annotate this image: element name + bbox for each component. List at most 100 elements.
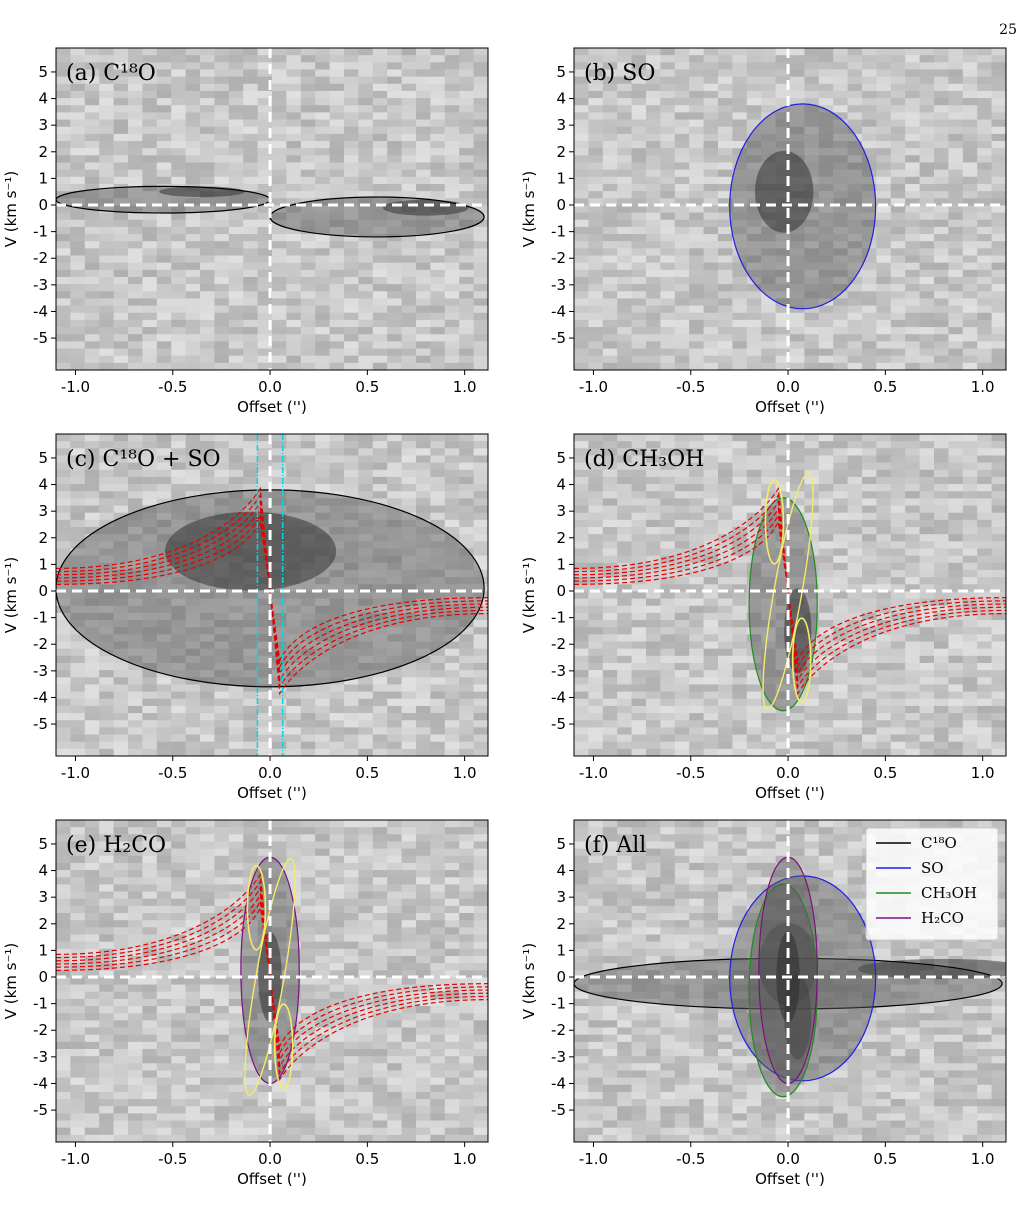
x-tick-label: 0.5 — [355, 764, 379, 782]
y-tick-label: -5 — [551, 1101, 566, 1119]
y-tick-label: 5 — [556, 835, 566, 853]
y-tick-label: -2 — [33, 1021, 48, 1039]
x-tick-label: 0.0 — [776, 764, 800, 782]
keplerian-contour — [244, 858, 296, 1096]
plot-area — [574, 434, 1006, 756]
legend: C¹⁸O SO CH₃OH H₂CO — [865, 827, 999, 941]
emission-peak-SO — [754, 150, 814, 233]
y-tick-label: -5 — [33, 329, 48, 347]
panel-title: (e) H₂CO — [66, 833, 166, 858]
x-tick-label: 0.5 — [873, 764, 897, 782]
keplerian-contours — [244, 858, 296, 1096]
panel-c: -1.0 -0.5 0.0 0.5 1.0 5 4 3 2 1 0 -1 -2 -3 -4 -5 Offset … — [2, 433, 489, 802]
y-tick-label: -2 — [551, 1021, 566, 1039]
contour-SO — [729, 103, 877, 310]
y-tick-label: 0 — [38, 582, 48, 600]
panel-d: -1.0 -0.5 0.0 0.5 1.0 5 4 3 2 1 0 -1 -2 -3 -4 -5 Offset … — [520, 433, 1007, 802]
contour-CH3OH — [748, 497, 818, 712]
y-axis-label: V (km s⁻¹) — [520, 171, 538, 248]
axes-frame — [573, 433, 1007, 757]
keplerian-contour — [791, 617, 812, 703]
x-tick-label: -0.5 — [676, 764, 705, 782]
x-tick-label: 0.0 — [258, 764, 282, 782]
y-tick-label: -4 — [33, 688, 48, 706]
plot-area — [56, 820, 488, 1142]
y-tick-label: -5 — [551, 329, 566, 347]
x-tick-label: 0.0 — [776, 378, 800, 396]
emission-peak-C18O — [858, 958, 1006, 980]
x-tick-label: 1.0 — [971, 378, 995, 396]
y-tick-label: 4 — [38, 90, 48, 108]
y-tick-label: -3 — [551, 276, 566, 294]
x-tick-label: -1.0 — [61, 378, 90, 396]
x-tick-label: -0.5 — [158, 764, 187, 782]
y-tick-label: 1 — [556, 941, 566, 959]
x-tick-label: -1.0 — [579, 378, 608, 396]
y-tick-label: 1 — [556, 169, 566, 187]
y-tick-label: 2 — [556, 143, 566, 161]
x-tick-label: -0.5 — [158, 378, 187, 396]
y-tick-label: 5 — [38, 63, 48, 81]
y-tick-label: -4 — [551, 302, 566, 320]
y-tick-label: -1 — [551, 995, 566, 1013]
x-tick-label: 1.0 — [453, 378, 477, 396]
y-tick-label: -1 — [551, 223, 566, 241]
y-tick-label: -1 — [33, 995, 48, 1013]
y-axis-label: V (km s⁻¹) — [520, 943, 538, 1020]
legend-box — [865, 827, 999, 941]
x-tick-label: 0.5 — [873, 1150, 897, 1168]
y-tick-label: 1 — [556, 555, 566, 573]
y-tick-label: 1 — [38, 169, 48, 187]
y-tick-label: 3 — [556, 502, 566, 520]
panel-f: -1.0 -0.5 0.0 0.5 1.0 5 4 3 2 1 0 -1 -2 -3 -4 -5 Offset … — [520, 819, 1007, 1188]
y-tick-label: 1 — [38, 941, 48, 959]
contour-SO — [729, 875, 877, 1082]
x-tick-label: -1.0 — [61, 1150, 90, 1168]
y-tick-label: 5 — [556, 63, 566, 81]
y-tick-label: -5 — [551, 715, 566, 733]
panel-title: (f) All — [584, 833, 646, 858]
y-tick-label: 2 — [556, 529, 566, 547]
y-tick-label: 3 — [556, 116, 566, 134]
y-tick-label: -1 — [33, 223, 48, 241]
keplerian-contour — [273, 1003, 294, 1089]
y-tick-label: 3 — [38, 502, 48, 520]
keplerian-contours — [762, 472, 814, 710]
y-axis-label: V (km s⁻¹) — [2, 557, 20, 634]
x-axis-label: Offset ('') — [755, 398, 825, 416]
y-tick-label: -3 — [551, 1048, 566, 1066]
y-tick-label: 0 — [556, 968, 566, 986]
y-tick-label: -2 — [33, 249, 48, 267]
y-tick-label: 0 — [38, 196, 48, 214]
y-tick-label: -3 — [33, 662, 48, 680]
x-tick-label: -1.0 — [61, 764, 90, 782]
x-tick-label: 1.0 — [453, 764, 477, 782]
y-tick-label: 5 — [556, 449, 566, 467]
x-axis-label: Offset ('') — [237, 1170, 307, 1188]
panel-b: -1.0 -0.5 0.0 0.5 1.0 5 4 3 2 1 0 -1 -2 -3 -4 -5 Offset … — [520, 47, 1007, 416]
y-tick-label: -3 — [33, 1048, 48, 1066]
y-axis-label: V (km s⁻¹) — [520, 557, 538, 634]
y-tick-label: 3 — [38, 116, 48, 134]
x-tick-label: 0.0 — [258, 378, 282, 396]
plot-area — [574, 48, 1006, 370]
keplerian-contour — [762, 472, 814, 710]
y-tick-label: 2 — [556, 915, 566, 933]
panel-title: (d) CH₃OH — [584, 447, 704, 472]
x-tick-label: 1.0 — [971, 764, 995, 782]
panel-a: -1.0 -0.5 0.0 0.5 1.0 5 4 3 2 1 0 -1 -2 -3 -4 -5 Offset … — [2, 47, 489, 416]
x-axis-label: Offset ('') — [755, 1170, 825, 1188]
y-tick-label: 5 — [38, 449, 48, 467]
x-tick-label: 0.0 — [258, 1150, 282, 1168]
panel-title: (a) C¹⁸O — [66, 61, 156, 86]
legend-label: H₂CO — [921, 909, 964, 927]
y-tick-label: -4 — [33, 302, 48, 320]
x-tick-label: -1.0 — [579, 764, 608, 782]
panel-e: -1.0 -0.5 0.0 0.5 1.0 5 4 3 2 1 0 -1 -2 -3 -4 -5 Offset … — [2, 819, 489, 1188]
axes-frame — [55, 433, 489, 757]
plot-area — [56, 434, 488, 756]
y-tick-label: -2 — [33, 635, 48, 653]
axes-frame — [573, 819, 1007, 1143]
y-tick-label: -5 — [33, 715, 48, 733]
plot-area — [56, 48, 488, 370]
